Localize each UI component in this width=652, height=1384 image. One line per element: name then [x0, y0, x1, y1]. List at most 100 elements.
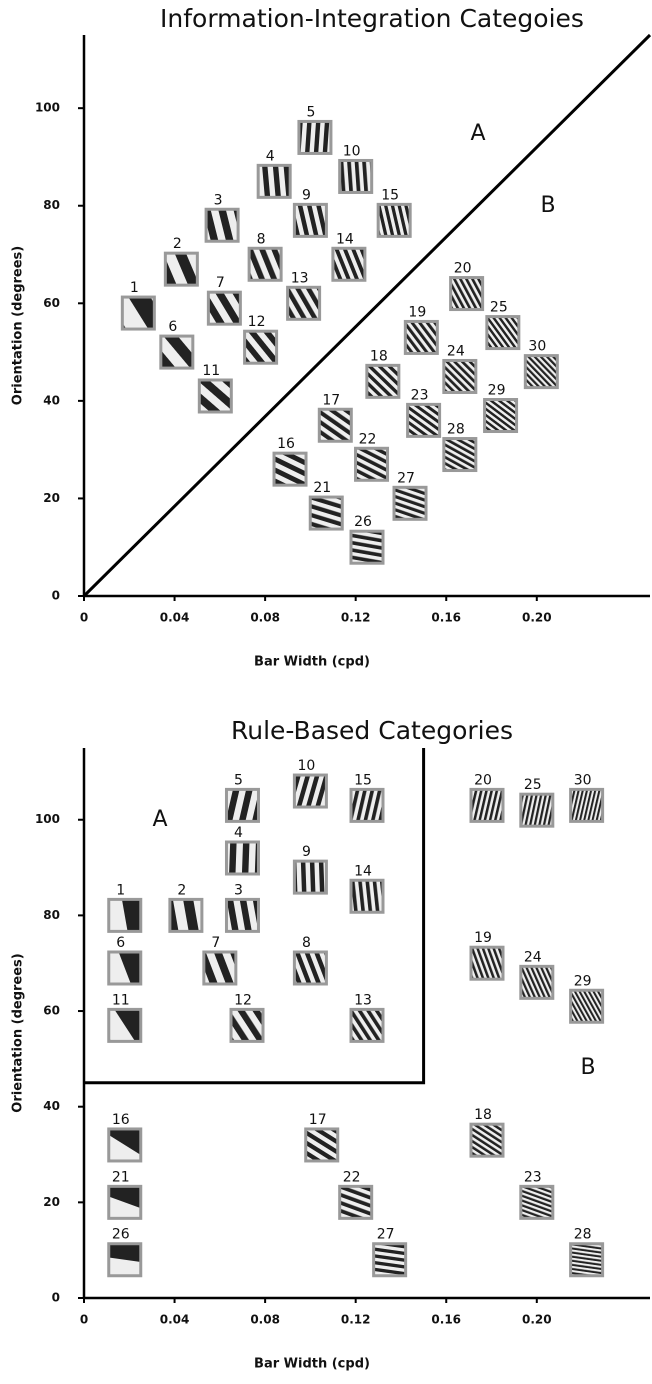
stimulus-patch: [349, 1007, 385, 1043]
stimulus-number: 19: [474, 930, 492, 946]
stimulus-number: 8: [302, 935, 311, 951]
stimulus-patch: [107, 897, 143, 933]
stimulus-number: 27: [377, 1227, 395, 1243]
stimulus-number: 17: [309, 1112, 327, 1128]
stimulus-number: 3: [234, 882, 243, 898]
stimulus-number: 16: [277, 436, 295, 452]
stimulus-patch: [442, 437, 478, 473]
stimulus-number: 25: [524, 777, 542, 793]
stimulus-number: 15: [381, 187, 399, 203]
stimulus-patch: [372, 1242, 408, 1278]
y-tick-label: 0: [52, 1291, 60, 1305]
stimulus-number: 6: [116, 935, 125, 951]
stimulus-patch: [229, 1007, 265, 1043]
stimulus-patch: [224, 897, 260, 933]
y-tick-label: 20: [43, 1195, 60, 1209]
chart-title: Rule-Based Categories: [231, 716, 513, 745]
stimulus-number: 21: [313, 480, 331, 496]
stimulus-number: 1: [116, 882, 125, 898]
stimulus-number: 9: [302, 844, 311, 860]
stimulus-patch: [469, 1122, 505, 1158]
stimulus-patch: [403, 319, 439, 355]
stimulus-number: 11: [112, 992, 130, 1008]
category-label: B: [540, 193, 555, 218]
y-axis-label: Orientation (degrees): [11, 953, 26, 1112]
x-tick-label: 0.20: [522, 611, 552, 625]
stimulus-number: 14: [354, 863, 372, 879]
stimulus-patch: [349, 878, 385, 914]
stimulus-patch: [308, 495, 344, 531]
stimulus-number: 14: [336, 231, 354, 247]
stimulus-patch: [197, 378, 233, 414]
y-tick-label: 60: [43, 1004, 60, 1018]
stimulus-patch: [292, 950, 328, 986]
stimulus-number: 13: [354, 992, 372, 1008]
category-label: A: [470, 121, 485, 146]
stimulus-patch: [569, 1242, 605, 1278]
stimulus-number: 30: [528, 339, 546, 355]
stimulus-number: 18: [370, 348, 388, 364]
x-tick-label: 0: [80, 1313, 88, 1327]
stimulus-number: 17: [322, 392, 340, 408]
stimulus-number: 11: [202, 363, 220, 379]
x-tick-label: 0.12: [341, 611, 371, 625]
stimulus-number: 23: [411, 387, 429, 403]
stimulus-number: 29: [488, 383, 506, 399]
y-tick-label: 60: [43, 296, 60, 310]
y-tick-label: 40: [43, 393, 60, 407]
stimulus-patch: [469, 945, 505, 981]
chart-title: Information-Integration Categoies: [160, 4, 584, 33]
stimulus-patch: [569, 988, 605, 1024]
stimulus-patch: [406, 402, 442, 438]
stimulus-patch: [120, 295, 156, 331]
stimulus-number: 30: [574, 772, 592, 788]
stimulus-number: 20: [474, 772, 492, 788]
x-tick-label: 0.08: [250, 1313, 280, 1327]
stimulus-patch: [392, 485, 428, 521]
stimulus-patch: [202, 950, 238, 986]
stimulus-patch: [519, 964, 555, 1000]
x-tick-label: 0.12: [341, 1313, 371, 1327]
stimulus-patch: [523, 354, 559, 390]
stimulus-number: 23: [524, 1169, 542, 1185]
stimulus-patch: [569, 787, 605, 823]
stimulus-number: 25: [490, 300, 508, 316]
stimulus-number: 1: [130, 280, 139, 296]
stimulus-number: 19: [408, 304, 426, 320]
stimulus-patch: [297, 119, 333, 155]
stimulus-patch: [107, 1007, 143, 1043]
stimulus-number: 2: [173, 236, 182, 252]
stimulus-patch: [243, 329, 279, 365]
stimulus-number: 24: [524, 949, 542, 965]
x-tick-label: 0.20: [522, 1313, 552, 1327]
stimulus-patch: [485, 315, 521, 351]
stimulus-patch: [354, 446, 390, 482]
stimulus-patch: [247, 246, 283, 282]
stimulus-number: 27: [397, 470, 415, 486]
stimulus-patch: [349, 529, 385, 565]
stimulus-patch: [159, 334, 195, 370]
category-label: B: [580, 1055, 595, 1080]
stimulus-number: 28: [447, 422, 465, 438]
x-tick-label: 0.16: [431, 1313, 461, 1327]
stimulus-patch: [292, 859, 328, 895]
stimulus-patch: [163, 251, 199, 287]
stimulus-number: 8: [257, 231, 266, 247]
stimulus-patch: [365, 363, 401, 399]
x-tick-label: 0.04: [160, 611, 190, 625]
stimulus-patch: [338, 1184, 374, 1220]
stimulus-patch: [206, 290, 242, 326]
stimulus-number: 7: [211, 935, 220, 951]
stimulus-patch: [376, 202, 412, 238]
stimulus-patch: [449, 276, 485, 312]
stimulus-number: 4: [266, 148, 275, 164]
stimulus-patch: [317, 407, 353, 443]
stimulus-number: 22: [343, 1169, 361, 1185]
stimulus-patch: [349, 787, 385, 823]
stimulus-patch: [338, 158, 374, 194]
stimulus-patch: [224, 840, 260, 876]
y-axis-label: Orientation (degrees): [11, 246, 26, 405]
stimulus-number: 7: [216, 275, 225, 291]
stimulus-number: 16: [112, 1112, 130, 1128]
